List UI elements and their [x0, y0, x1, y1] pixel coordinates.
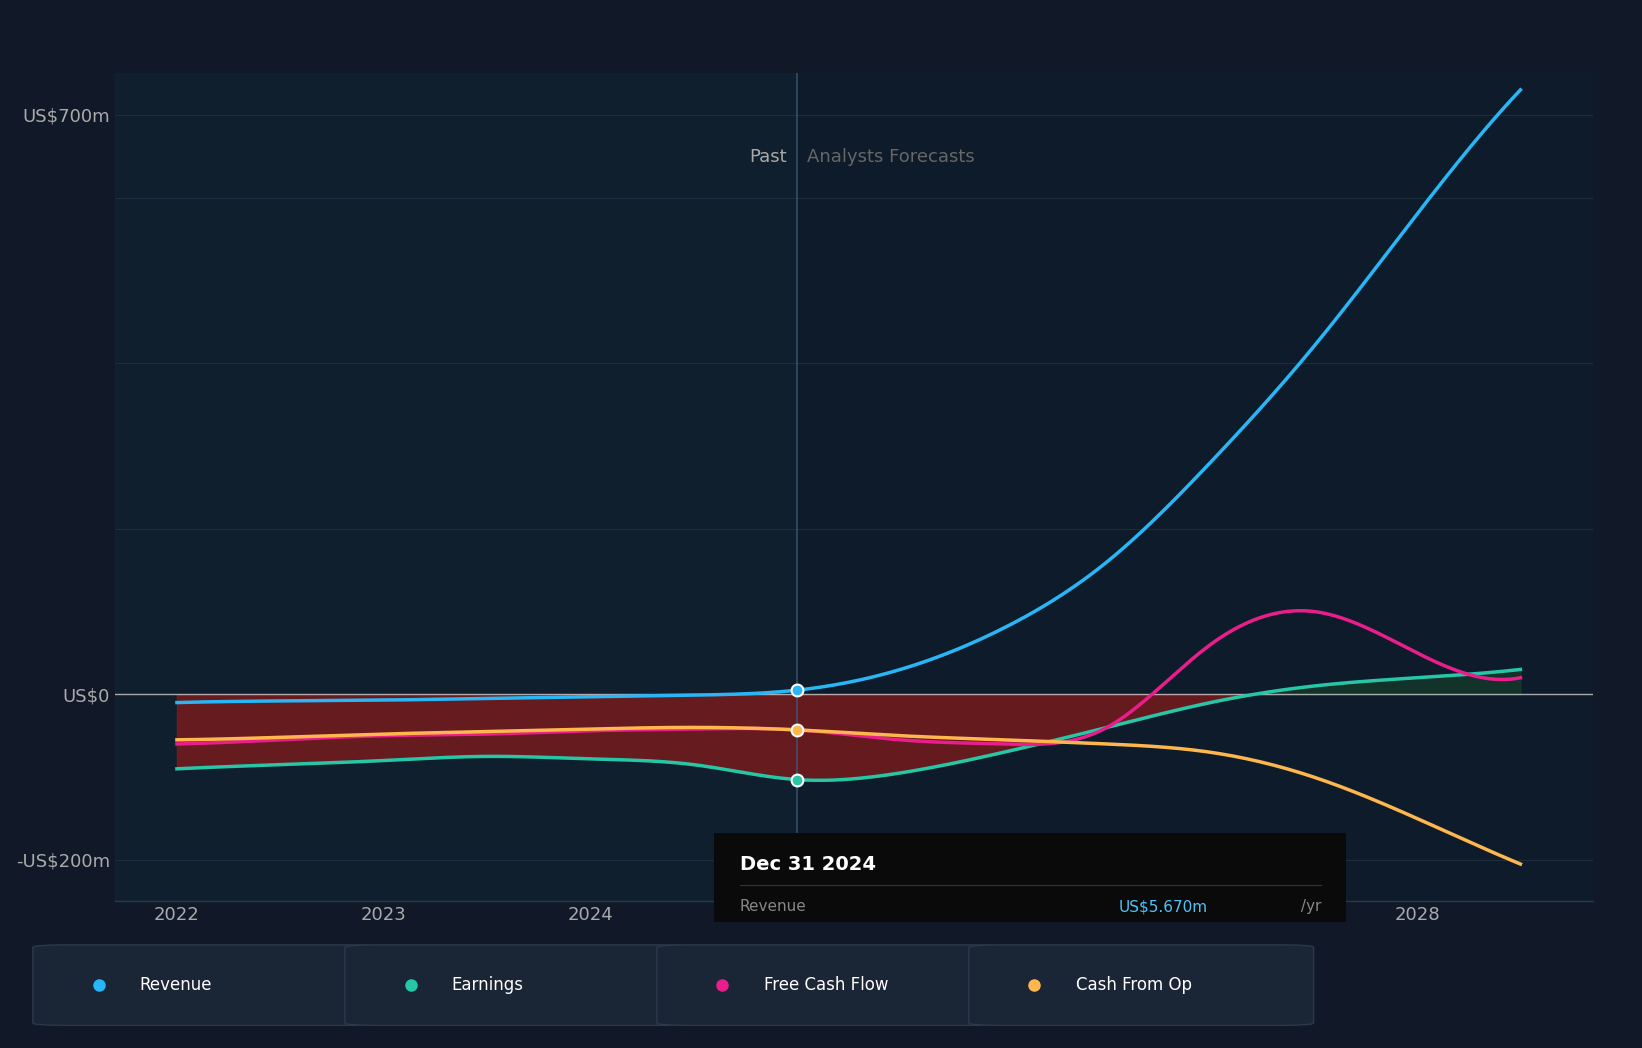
Text: -US$103.351m: -US$103.351m	[1094, 929, 1207, 943]
Text: Past: Past	[749, 148, 787, 166]
Text: -US$42.774m: -US$42.774m	[1103, 958, 1207, 973]
Text: /yr: /yr	[1296, 929, 1322, 943]
FancyBboxPatch shape	[33, 945, 378, 1025]
Text: -US$42.541m: -US$42.541m	[1103, 987, 1207, 1002]
Text: Cash From Op: Cash From Op	[1076, 976, 1192, 995]
Bar	[115, 73, 796, 901]
Text: Free Cash Flow: Free Cash Flow	[739, 958, 854, 973]
Text: Free Cash Flow: Free Cash Flow	[764, 976, 888, 995]
Text: /yr: /yr	[1296, 899, 1322, 914]
Text: Cash From Op: Cash From Op	[739, 987, 847, 1002]
Text: Dec 31 2024: Dec 31 2024	[739, 855, 875, 874]
FancyBboxPatch shape	[345, 945, 690, 1025]
Text: US$5.670m: US$5.670m	[1118, 899, 1207, 914]
FancyBboxPatch shape	[657, 945, 1002, 1025]
Text: Revenue: Revenue	[140, 976, 212, 995]
Text: Analysts Forecasts: Analysts Forecasts	[808, 148, 975, 166]
Text: Earnings: Earnings	[452, 976, 524, 995]
FancyBboxPatch shape	[969, 945, 1314, 1025]
Text: Revenue: Revenue	[739, 899, 806, 914]
Text: Earnings: Earnings	[739, 929, 806, 943]
Text: /yr: /yr	[1296, 958, 1322, 973]
Text: /yr: /yr	[1296, 987, 1322, 1002]
